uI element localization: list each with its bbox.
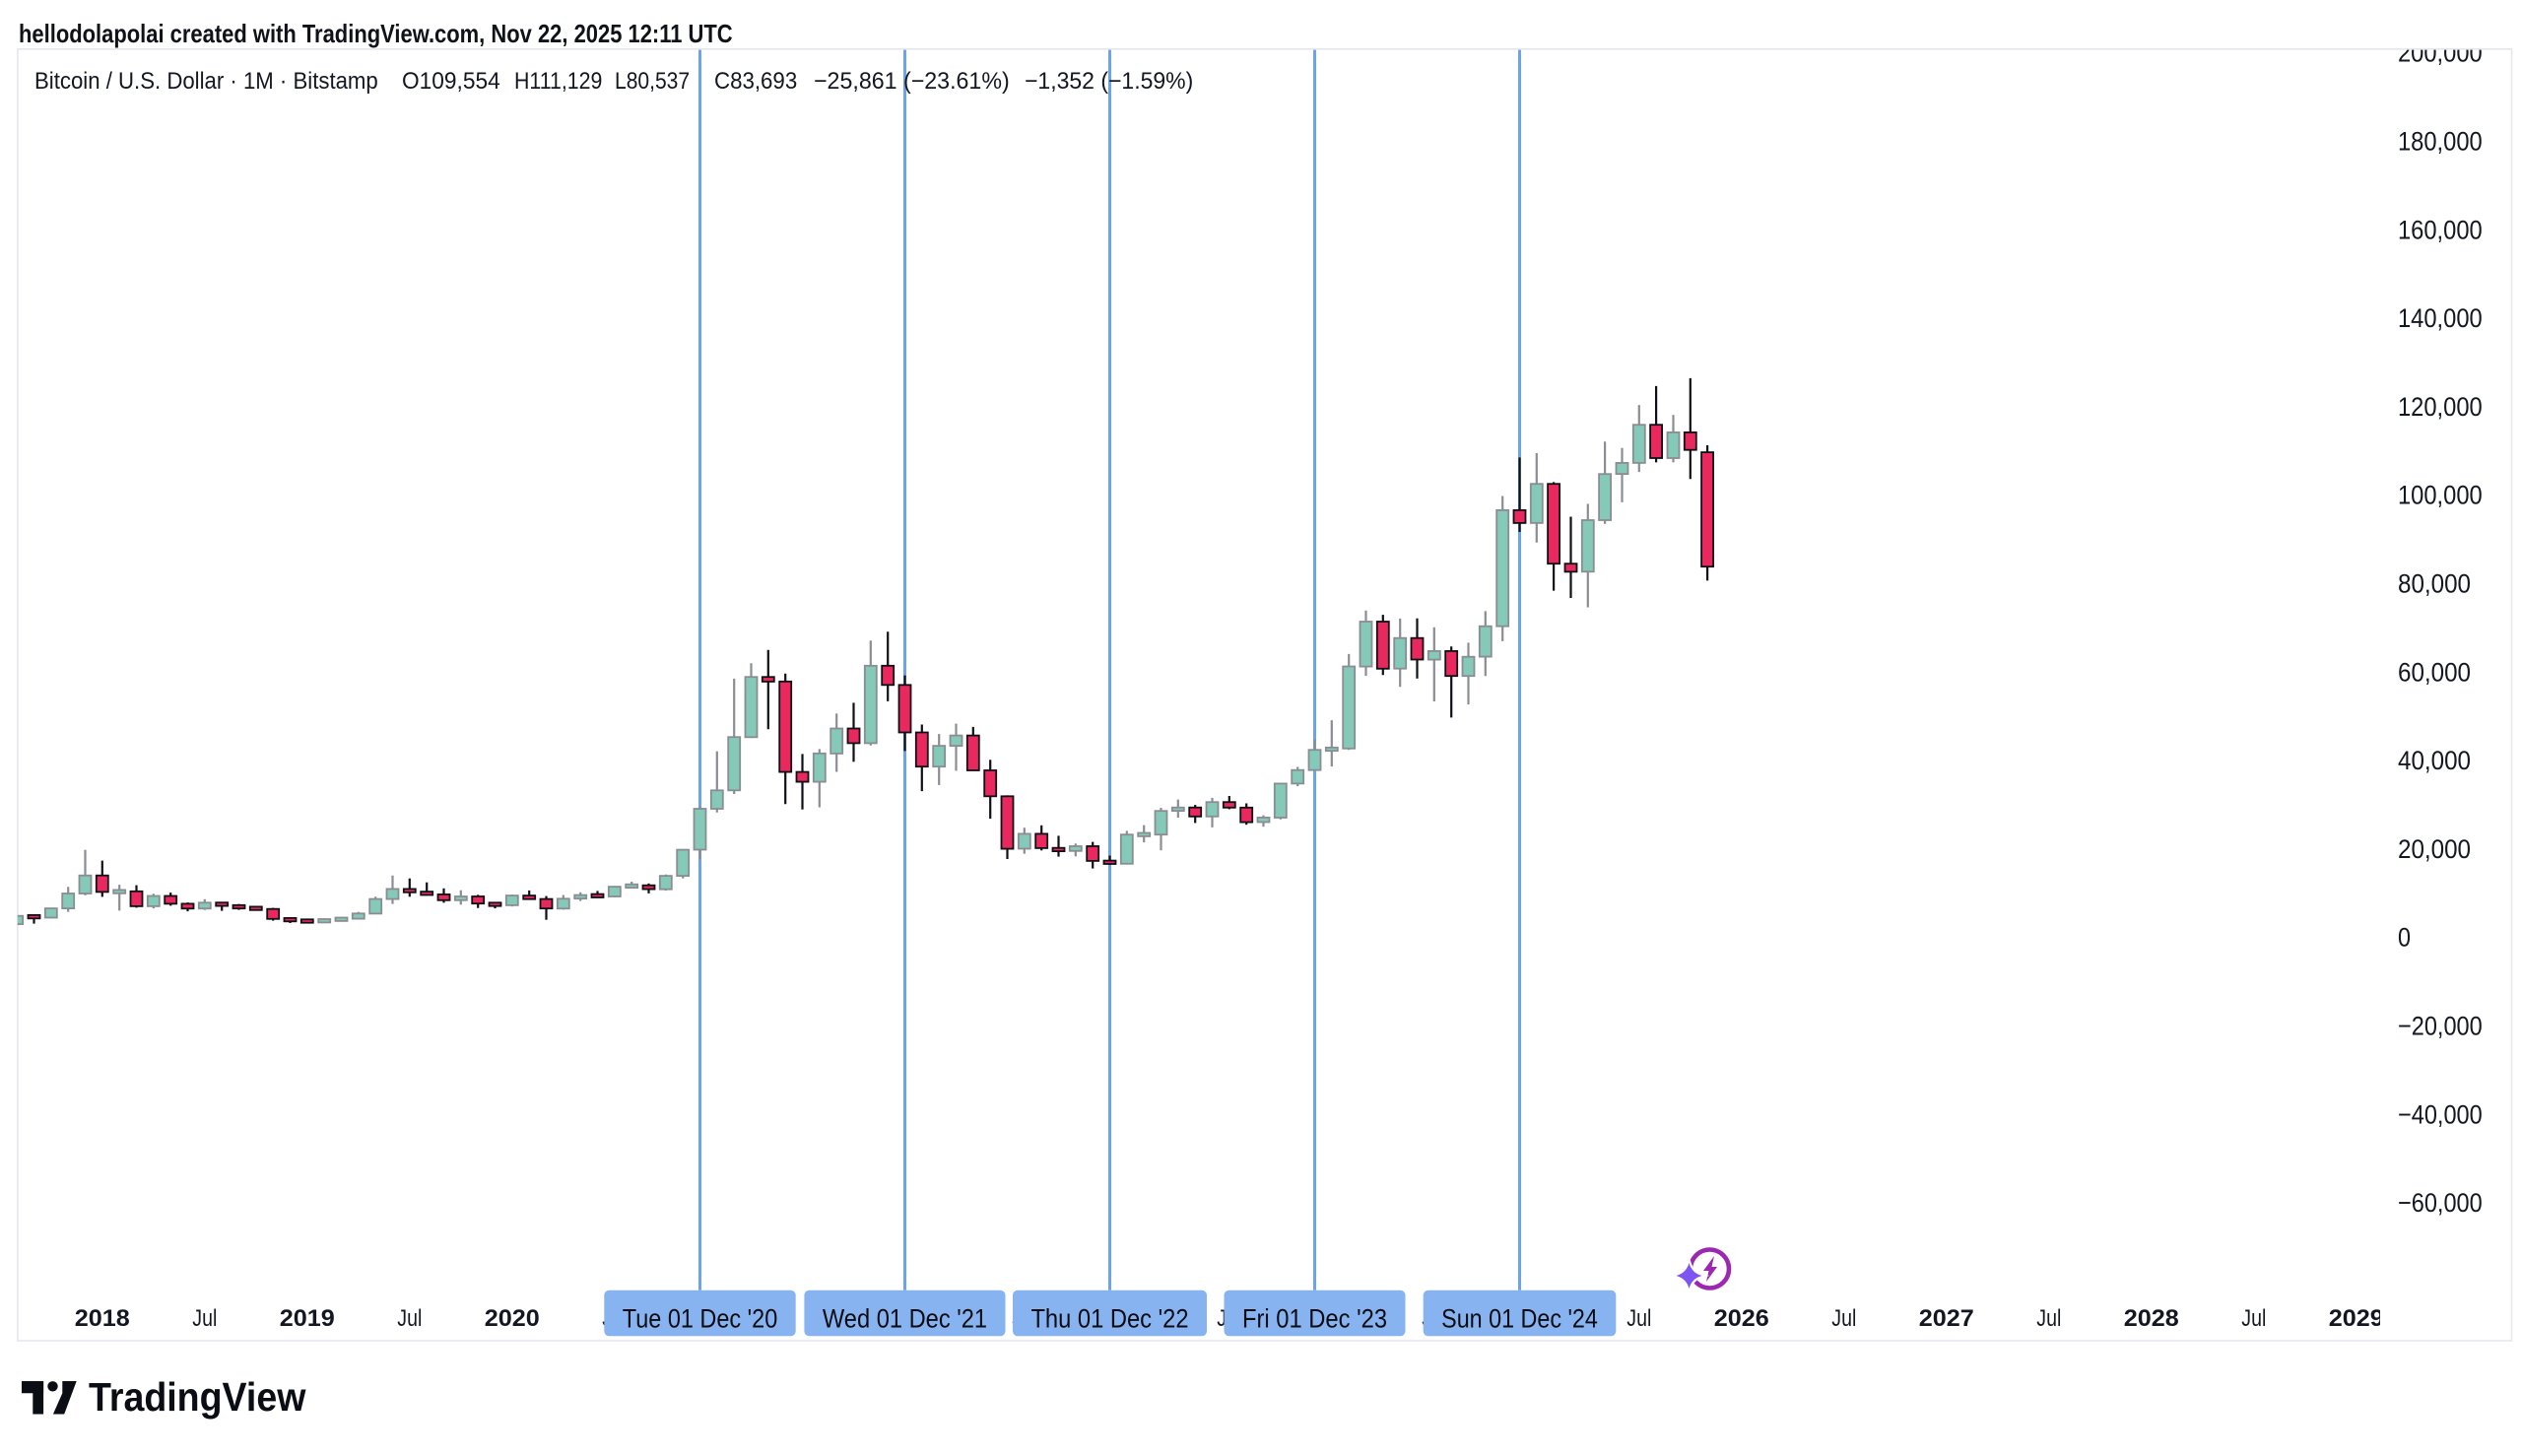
svg-text:200,000: 200,000 — [2398, 38, 2483, 68]
svg-text:80,000: 80,000 — [2398, 569, 2471, 599]
svg-text:−40,000: −40,000 — [2398, 1099, 2483, 1129]
svg-text:−20,000: −20,000 — [2398, 1012, 2483, 1041]
svg-text:120,000: 120,000 — [2398, 392, 2483, 422]
svg-text:2020: 2020 — [485, 1305, 540, 1332]
svg-text:Jul: Jul — [1831, 1305, 1856, 1332]
svg-text:Jul: Jul — [1626, 1305, 1651, 1332]
svg-text:40,000: 40,000 — [2398, 746, 2471, 775]
svg-text:100,000: 100,000 — [2398, 481, 2483, 510]
svg-text:20,000: 20,000 — [2398, 834, 2471, 864]
svg-text:Jul: Jul — [397, 1305, 422, 1332]
svg-text:Fri 01 Dec '23: Fri 01 Dec '23 — [1242, 1304, 1387, 1334]
svg-text:2029: 2029 — [2329, 1305, 2384, 1332]
svg-text:Jul: Jul — [2036, 1305, 2061, 1332]
svg-text:Thu 01 Dec '22: Thu 01 Dec '22 — [1030, 1304, 1188, 1334]
svg-text:60,000: 60,000 — [2398, 657, 2471, 687]
svg-text:140,000: 140,000 — [2398, 303, 2483, 333]
svg-text:0: 0 — [2398, 923, 2411, 953]
svg-text:Sun 01 Dec '24: Sun 01 Dec '24 — [1441, 1304, 1598, 1334]
svg-text:Jul: Jul — [192, 1305, 217, 1332]
svg-text:Tue 01 Dec '20: Tue 01 Dec '20 — [623, 1304, 778, 1334]
svg-text:−60,000: −60,000 — [2398, 1188, 2483, 1218]
svg-text:160,000: 160,000 — [2398, 215, 2483, 244]
svg-text:2028: 2028 — [2124, 1305, 2179, 1332]
svg-text:Wed 01 Dec '21: Wed 01 Dec '21 — [823, 1304, 987, 1334]
svg-text:2026: 2026 — [1714, 1305, 1769, 1332]
svg-text:2019: 2019 — [280, 1305, 335, 1332]
svg-text:2027: 2027 — [1919, 1305, 1974, 1332]
svg-text:180,000: 180,000 — [2398, 127, 2483, 157]
svg-text:2018: 2018 — [75, 1305, 130, 1332]
svg-text:Jul: Jul — [2241, 1305, 2266, 1332]
